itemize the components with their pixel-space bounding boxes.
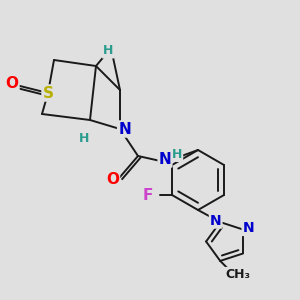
Text: O: O (5, 76, 19, 92)
Text: N: N (118, 122, 131, 136)
Text: H: H (79, 131, 89, 145)
Text: O: O (106, 172, 119, 188)
Text: N: N (210, 214, 221, 228)
Text: F: F (143, 188, 153, 202)
Text: S: S (43, 85, 53, 100)
Text: N: N (243, 221, 254, 235)
Text: N: N (159, 152, 171, 166)
Text: H: H (172, 148, 182, 161)
Text: CH₃: CH₃ (226, 268, 251, 281)
Text: H: H (103, 44, 113, 58)
